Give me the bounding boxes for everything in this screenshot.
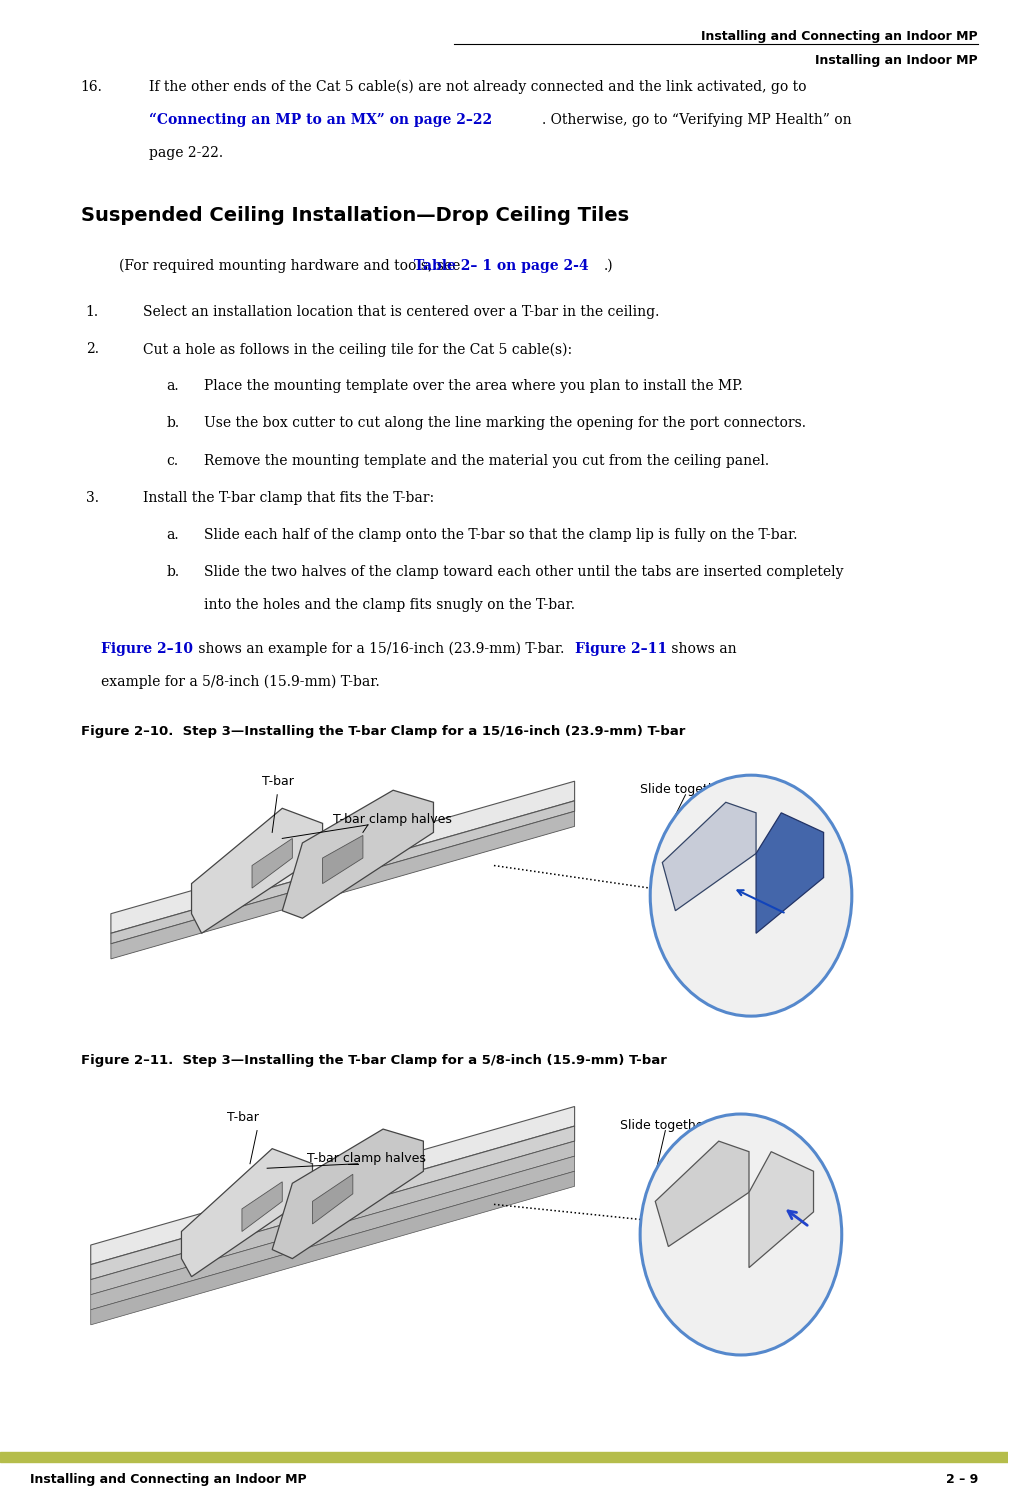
Text: shows an example for a 15/16-inch (23.9-mm) T-bar.: shows an example for a 15/16-inch (23.9-… [193, 642, 568, 657]
Polygon shape [656, 1142, 749, 1247]
Text: Installing an Indoor MP: Installing an Indoor MP [815, 54, 978, 68]
Text: T-bar clamp halves: T-bar clamp halves [307, 1152, 427, 1164]
Polygon shape [111, 782, 574, 934]
Ellipse shape [651, 776, 852, 1017]
Text: T-bar: T-bar [262, 776, 294, 788]
Polygon shape [111, 801, 574, 944]
Polygon shape [313, 1175, 353, 1224]
Text: Select an installation location that is centered over a T-bar in the ceiling.: Select an installation location that is … [144, 306, 660, 319]
Polygon shape [756, 813, 824, 934]
Polygon shape [91, 1126, 574, 1280]
Text: “Connecting an MP to an MX” on page 2–22: “Connecting an MP to an MX” on page 2–22 [150, 113, 493, 127]
Polygon shape [272, 1130, 423, 1259]
Text: Figure 2–11.  Step 3—Installing the T-bar Clamp for a 5/8-inch (15.9-mm) T-bar: Figure 2–11. Step 3—Installing the T-bar… [80, 1054, 667, 1066]
Text: Slide each half of the clamp onto the T-bar so that the clamp lip is fully on th: Slide each half of the clamp onto the T-… [204, 527, 797, 542]
Text: 2 – 9: 2 – 9 [946, 1473, 978, 1486]
Polygon shape [91, 1172, 574, 1325]
Text: a.: a. [166, 527, 179, 542]
Text: 2.: 2. [86, 342, 99, 357]
Text: Slide together: Slide together [640, 783, 729, 795]
Text: .): .) [604, 259, 614, 273]
Text: If the other ends of the Cat 5 cable(s) are not already connected and the link a: If the other ends of the Cat 5 cable(s) … [150, 80, 806, 95]
Text: Remove the mounting template and the material you cut from the ceiling panel.: Remove the mounting template and the mat… [204, 453, 769, 467]
Polygon shape [663, 803, 756, 911]
Text: Slide together: Slide together [620, 1119, 709, 1131]
Text: 16.: 16. [80, 80, 103, 93]
Text: 3.: 3. [86, 491, 99, 505]
Text: page 2-22.: page 2-22. [150, 146, 223, 160]
Text: Use the box cutter to cut along the line marking the opening for the port connec: Use the box cutter to cut along the line… [204, 417, 805, 431]
Text: into the holes and the clamp fits snugly on the T-bar.: into the holes and the clamp fits snugly… [204, 598, 574, 611]
Polygon shape [181, 1149, 313, 1277]
Polygon shape [749, 1152, 813, 1268]
Text: 1.: 1. [86, 306, 99, 319]
Text: example for a 5/8-inch (15.9-mm) T-bar.: example for a 5/8-inch (15.9-mm) T-bar. [101, 675, 380, 690]
Text: b.: b. [166, 565, 179, 578]
Polygon shape [191, 809, 323, 934]
Polygon shape [282, 791, 434, 919]
Polygon shape [91, 1142, 574, 1295]
Text: b.: b. [166, 417, 179, 431]
Bar [0, 1452, 1008, 1462]
Text: Figure 2–11: Figure 2–11 [574, 642, 667, 655]
Polygon shape [242, 1182, 282, 1232]
Text: Install the T-bar clamp that fits the T-bar:: Install the T-bar clamp that fits the T-… [144, 491, 435, 505]
Text: Slide the two halves of the clamp toward each other until the tabs are inserted : Slide the two halves of the clamp toward… [204, 565, 843, 578]
Text: Figure 2–10.  Step 3—Installing the T-bar Clamp for a 15/16-inch (23.9-mm) T-bar: Figure 2–10. Step 3—Installing the T-bar… [80, 724, 685, 738]
Polygon shape [91, 1107, 574, 1265]
Text: (For required mounting hardware and tools, see: (For required mounting hardware and tool… [119, 259, 464, 273]
Polygon shape [252, 839, 292, 889]
Text: Suspended Ceiling Installation—Drop Ceiling Tiles: Suspended Ceiling Installation—Drop Ceil… [80, 206, 629, 224]
Text: Table 2– 1 on page 2-4: Table 2– 1 on page 2-4 [414, 259, 589, 273]
Text: c.: c. [166, 453, 178, 467]
Polygon shape [111, 812, 574, 959]
Text: shows an: shows an [668, 642, 737, 655]
Text: T-bar: T-bar [227, 1111, 259, 1123]
Text: Installing and Connecting an Indoor MP: Installing and Connecting an Indoor MP [31, 1473, 306, 1486]
Polygon shape [91, 1157, 574, 1310]
Text: a.: a. [166, 380, 179, 393]
Text: Figure 2–10: Figure 2–10 [101, 642, 192, 655]
Text: Cut a hole as follows in the ceiling tile for the Cat 5 cable(s):: Cut a hole as follows in the ceiling til… [144, 342, 572, 357]
Ellipse shape [640, 1114, 842, 1355]
Text: Place the mounting template over the area where you plan to install the MP.: Place the mounting template over the are… [204, 380, 742, 393]
Polygon shape [323, 836, 362, 884]
Text: . Otherwise, go to “Verifying MP Health” on: . Otherwise, go to “Verifying MP Health”… [543, 113, 852, 127]
Text: T-bar clamp halves: T-bar clamp halves [333, 813, 452, 825]
Text: Installing and Connecting an Indoor MP: Installing and Connecting an Indoor MP [701, 30, 978, 44]
